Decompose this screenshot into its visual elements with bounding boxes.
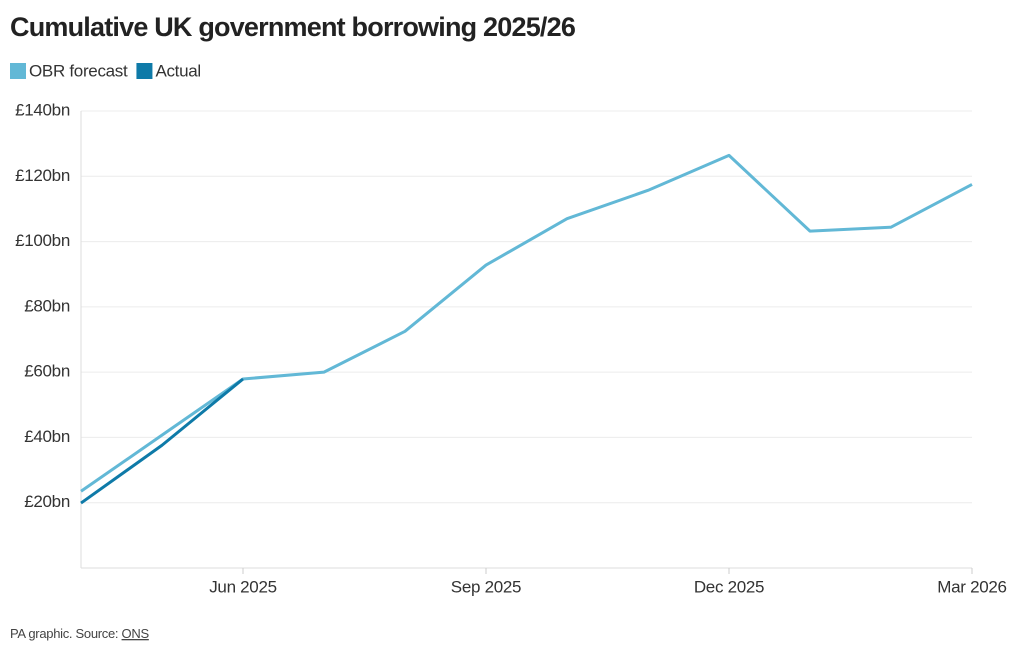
legend-label: OBR forecast [29, 61, 128, 80]
legend: OBR forecast Actual [10, 61, 201, 80]
source-note: PA graphic. Source: ONS [10, 626, 149, 641]
series-line [80, 377, 244, 505]
y-tick-label: £80bn [24, 296, 70, 315]
source-link[interactable]: ONS [122, 626, 150, 641]
y-tick-label: £140bn [15, 100, 70, 119]
y-tick-label: £40bn [24, 427, 70, 446]
x-tick-label: Jun 2025 [209, 577, 277, 596]
x-tick-label: Sep 2025 [451, 577, 521, 596]
y-tick-label: £120bn [15, 166, 70, 185]
chart-title: Cumulative UK government borrowing 2025/… [10, 12, 576, 42]
y-tick-label: £60bn [24, 362, 70, 381]
legend-swatch [10, 63, 26, 79]
x-tick-label: Mar 2026 [937, 577, 1006, 596]
y-tick-label: £100bn [15, 231, 70, 250]
legend-swatch [136, 63, 153, 79]
series-line [80, 153, 973, 493]
x-tick-label: Dec 2025 [694, 577, 764, 596]
y-tick-label: £20bn [24, 492, 70, 511]
legend-label: Actual [155, 61, 200, 80]
source-prefix: PA graphic. Source: [10, 626, 118, 641]
